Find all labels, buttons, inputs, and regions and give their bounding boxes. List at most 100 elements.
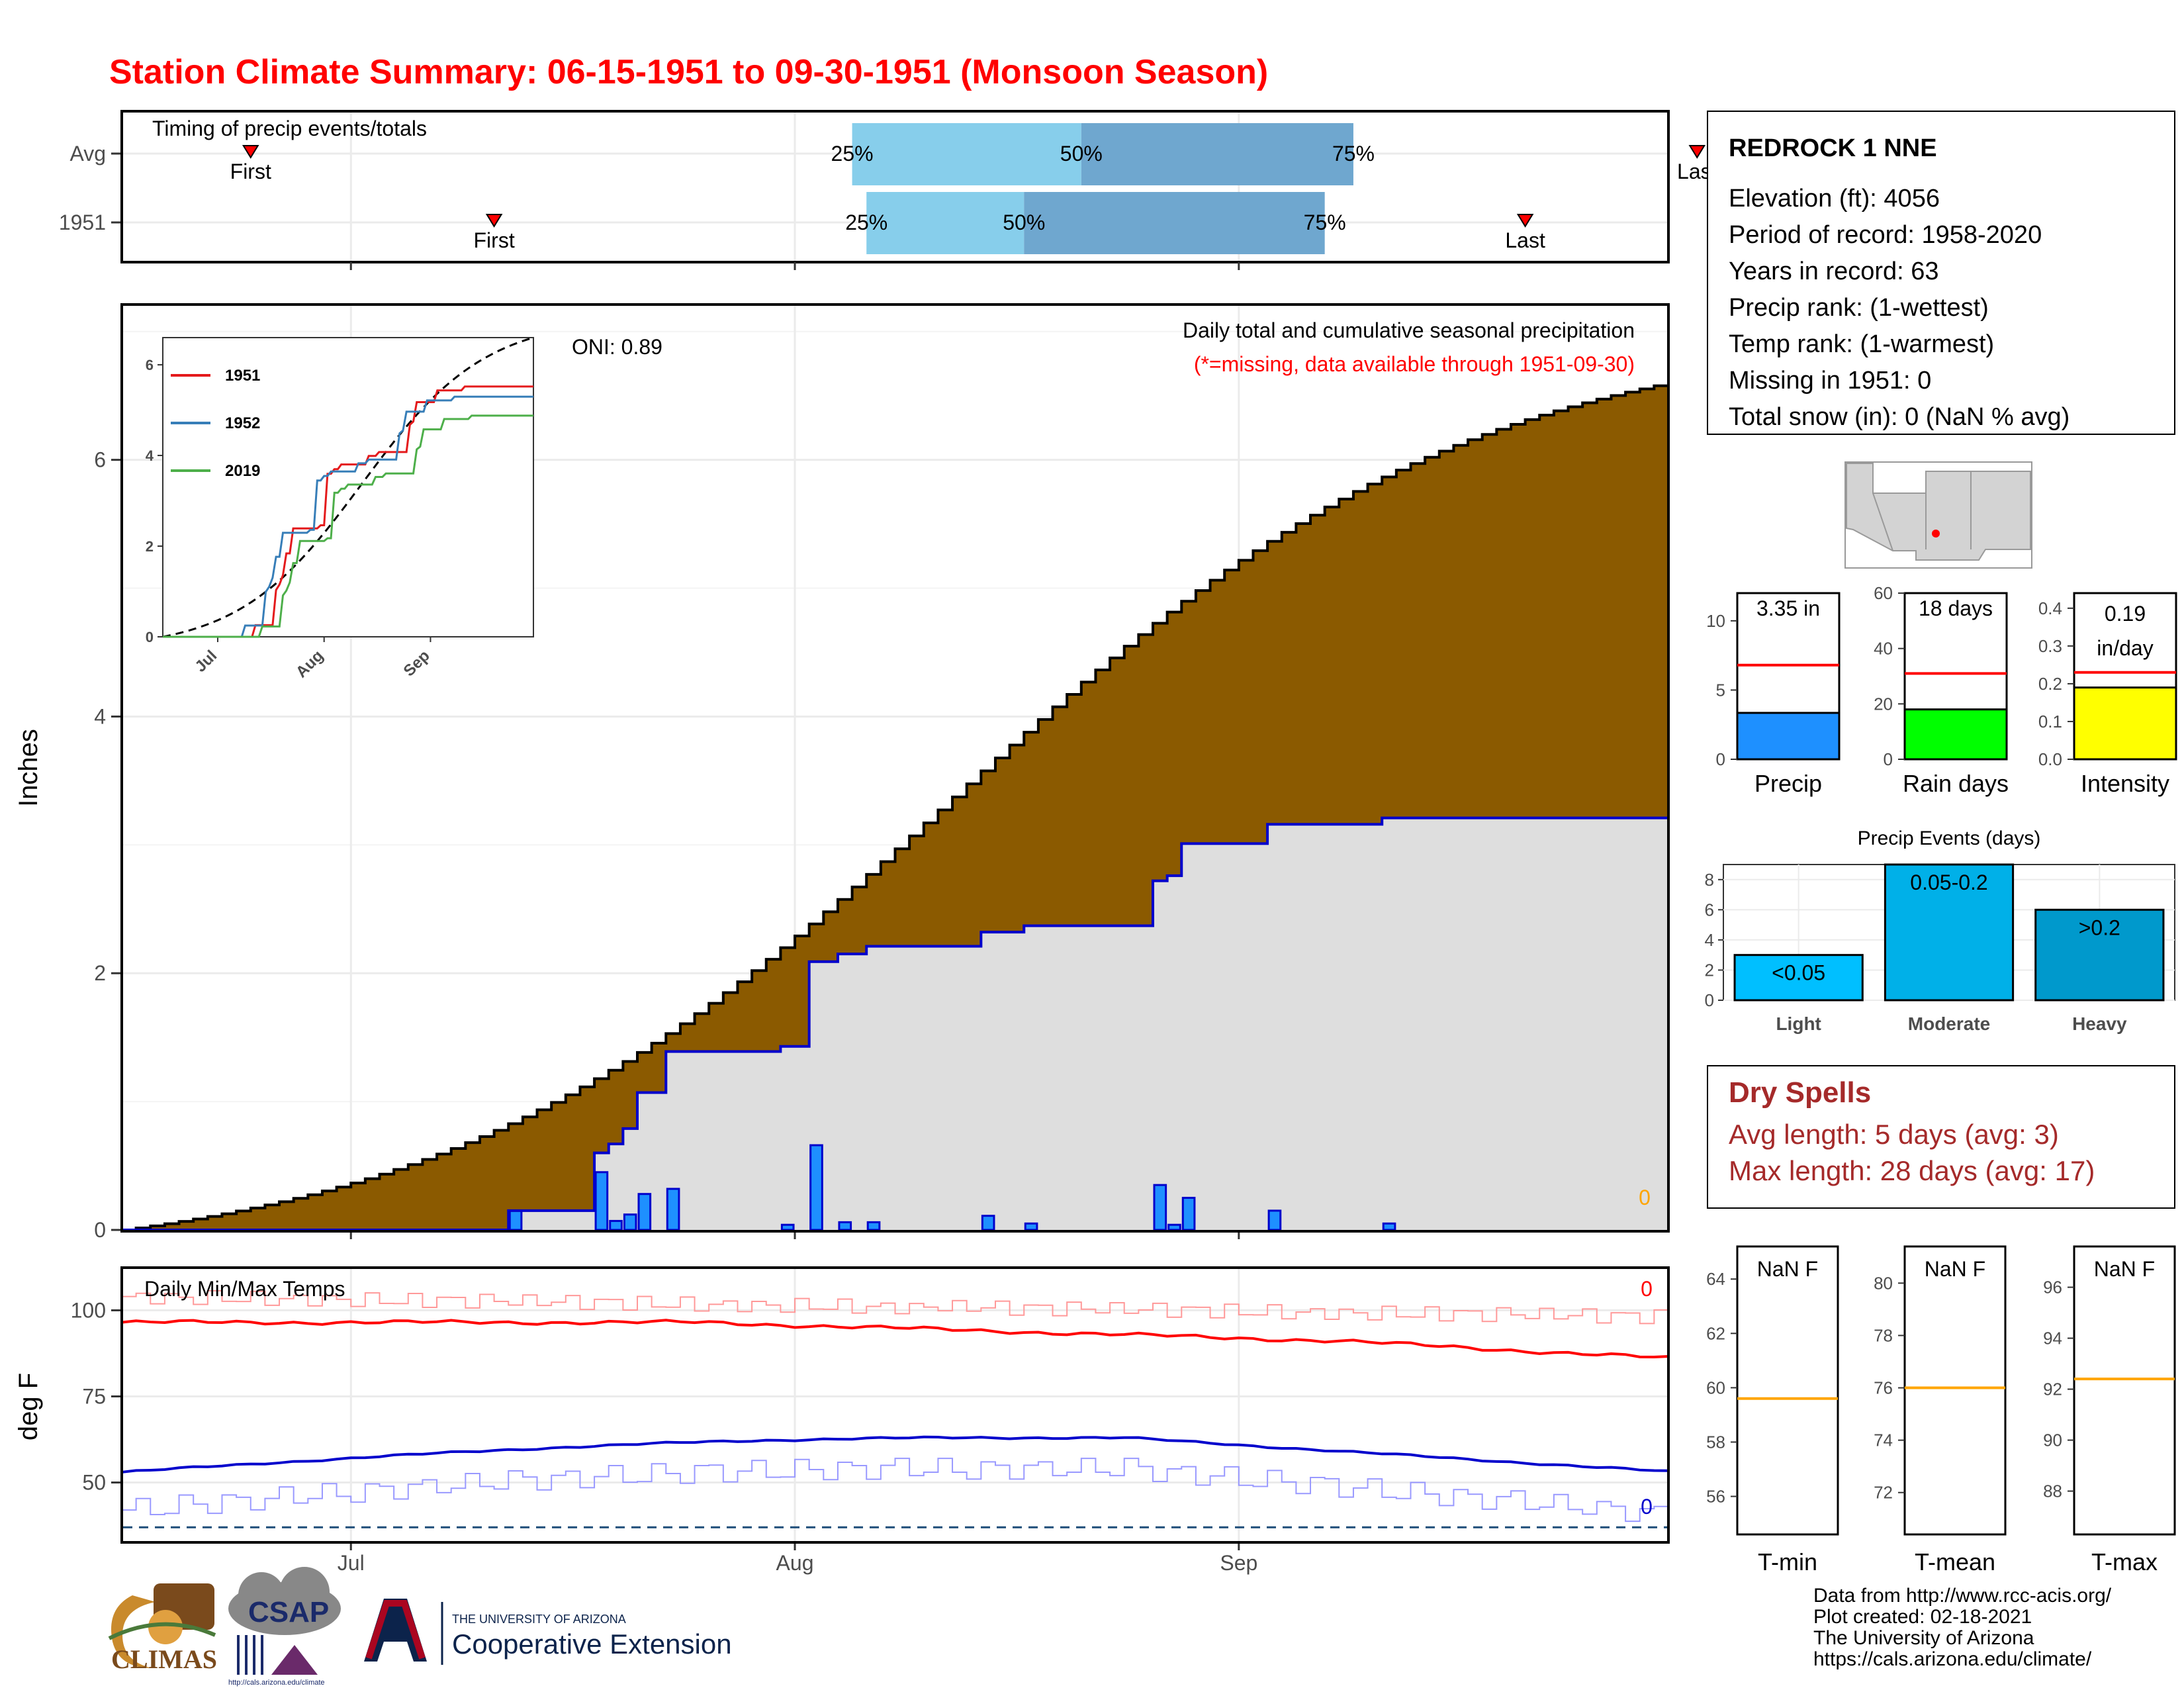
- timing-bar-25-50: [852, 123, 1081, 185]
- timing-marker: [242, 145, 259, 159]
- events-x-label: Light: [1776, 1013, 1821, 1034]
- mini-bar-label: Rain days: [1903, 770, 2009, 797]
- temp-box-label: T-min: [1758, 1548, 1817, 1575]
- missing-note: (*=missing, data available through 1951-…: [1194, 352, 1635, 376]
- mini-bar-value: 0.19: [2105, 602, 2146, 626]
- temp-box-t-mean: 72 74 76 78 80 NaN F T-mean: [1874, 1245, 2007, 1575]
- timing-marker: [1688, 145, 1706, 159]
- events-y-tick-label: 6: [1705, 900, 1714, 919]
- daily-precip-bar: [1267, 1209, 1282, 1231]
- inset-y-tick-label: 2: [146, 538, 154, 555]
- record-min-line: [122, 1458, 1668, 1523]
- climas-logo: CLIMAS: [108, 1583, 217, 1674]
- events-y-tick-label: 4: [1705, 930, 1714, 950]
- events-bar: [2034, 908, 2165, 1002]
- mini-bar-tick-label: 0.0: [2038, 749, 2062, 769]
- mini-bar-value: 18 days: [1919, 596, 1993, 620]
- daily-precip-bar: [1382, 1222, 1396, 1231]
- timing-percentile-label: 25%: [831, 142, 874, 165]
- events-bar: [1733, 954, 1864, 1002]
- station-info-box: REDROCK 1 NNE Elevation (ft): 4056 Period…: [1707, 111, 2175, 435]
- temp-box-t-max: 88 90 92 94 96 NaN F T-max: [2043, 1245, 2176, 1575]
- inset-legend-label: 1951: [225, 367, 260, 385]
- events-y-tick-label: 0: [1705, 990, 1714, 1010]
- credit-line: Data from http://www.rcc-acis.org/: [1813, 1585, 2112, 1607]
- daily-precip-bar: [866, 1221, 881, 1231]
- precip-missing-count: 0: [1639, 1186, 1651, 1209]
- credit-line: The University of Arizona: [1813, 1627, 2034, 1649]
- dry-spells-max: Max length: 28 days (avg: 17): [1729, 1155, 2095, 1186]
- events-y-tick-label: 2: [1705, 960, 1714, 980]
- temp-y-tick-label: 75: [82, 1384, 106, 1408]
- temp-x-tick-label: Aug: [776, 1551, 814, 1575]
- inset-series-line: [163, 414, 533, 638]
- temp-box-tick-label: 78: [1874, 1325, 1893, 1345]
- mini-bar-tick-label: 0.2: [2038, 674, 2062, 694]
- timing-marker-label: Last: [1505, 228, 1545, 252]
- events-bar: [1884, 863, 2015, 1002]
- temp-box-tick-label: 92: [2043, 1380, 2062, 1399]
- daily-precip-bar: [594, 1171, 609, 1231]
- cumulative-deficit-area: [122, 385, 1668, 1230]
- daily-precip-bar: [1153, 1184, 1167, 1231]
- mini-bar-tick-label: 20: [1874, 694, 1893, 714]
- temp-box-tick-label: 96: [2043, 1278, 2062, 1297]
- temp-box-frame: [1903, 1245, 2007, 1536]
- inset-y-tick-label: 0: [146, 629, 154, 645]
- ua-big-text: Cooperative Extension: [452, 1628, 732, 1660]
- timing-marker: [1516, 214, 1534, 228]
- station-info-line: Elevation (ft): 4056: [1729, 185, 1940, 212]
- daily-precip-bar: [623, 1213, 637, 1231]
- precip-panel-title: Daily total and cumulative seasonal prec…: [1183, 318, 1635, 342]
- mini-bar: [1903, 708, 2008, 761]
- credit-line: https://cals.arizona.edu/climate/: [1813, 1648, 2092, 1670]
- events-x-label: Heavy: [2072, 1013, 2127, 1034]
- climas-logo-text: CLIMAS: [111, 1644, 217, 1674]
- mini-bar-tick-label: 0.4: [2038, 598, 2062, 618]
- temp-x-tick-label: Sep: [1220, 1551, 1257, 1575]
- station-info-line: Precip rank: (1-wettest): [1729, 294, 1989, 322]
- daily-precip-bar: [637, 1193, 652, 1231]
- temp-box-tick-label: 90: [2043, 1430, 2062, 1450]
- inset-legend-label: 1952: [225, 414, 260, 432]
- temp-box-tick-label: 80: [1874, 1273, 1893, 1293]
- events-bar-range: <0.05: [1772, 961, 1825, 985]
- timing-marker-label: First: [230, 160, 271, 183]
- daily-precip-bar: [981, 1215, 995, 1231]
- temp-box-value: NaN F: [1925, 1257, 1985, 1281]
- timing-label: Timing of precip events/totals: [152, 117, 427, 140]
- credits-block: Data from http://www.rcc-acis.org/Plot c…: [1813, 1585, 2112, 1670]
- inset-y-tick-label: 4: [146, 447, 154, 464]
- mini-bar-label: Intensity: [2081, 770, 2169, 797]
- daily-precip-bar: [666, 1188, 680, 1231]
- mini-bar-chart-rain-days: 0 20 40 60 18 days Rain days: [1874, 583, 2009, 797]
- precip-y-label: Inches: [14, 729, 43, 807]
- temp-y-tick-label: 50: [82, 1471, 106, 1495]
- mini-bar-value: 3.35 in: [1756, 596, 1820, 620]
- timing-bar-25-50: [866, 192, 1024, 254]
- mini-bar: [1736, 712, 1841, 761]
- avg-cumulative-line: [122, 384, 1668, 1231]
- temp-panel-title: Daily Min/Max Temps: [144, 1277, 345, 1301]
- inset-frame: [162, 337, 534, 637]
- timing-percentile-label: 75%: [1332, 142, 1375, 165]
- temp-box-value: NaN F: [2094, 1257, 2155, 1281]
- dry-spells-avg: Avg length: 5 days (avg: 3): [1729, 1119, 2059, 1150]
- temperature-panel: 50 75 100 Jul Aug Sep Daily Min/Max Temps deg…: [14, 1266, 1670, 1575]
- events-y-tick-label: 8: [1705, 870, 1714, 890]
- inset-legend-label: 2019: [225, 462, 260, 480]
- timing-marker: [485, 214, 503, 228]
- mini-bar-tick-label: 0: [1716, 749, 1725, 769]
- timing-percentile-label: 25%: [845, 211, 887, 234]
- precip-events-chart: Precip Events (days) 0 2 4 6 8 <0.05 Light 0.05-…: [1705, 827, 2175, 1034]
- location-map: [1844, 461, 2032, 569]
- temp-box-tick-label: 60: [1706, 1378, 1725, 1397]
- station-info-line: Years in record: 63: [1729, 258, 1939, 285]
- daily-precip-bar: [1167, 1223, 1181, 1231]
- temp-box-frame: [1736, 1245, 1839, 1536]
- temp-box-t-min: 56 58 60 62 64 NaN F T-min: [1706, 1245, 1839, 1575]
- events-bar-range: >0.2: [2079, 915, 2120, 939]
- temp-box-tick-label: 58: [1706, 1432, 1725, 1452]
